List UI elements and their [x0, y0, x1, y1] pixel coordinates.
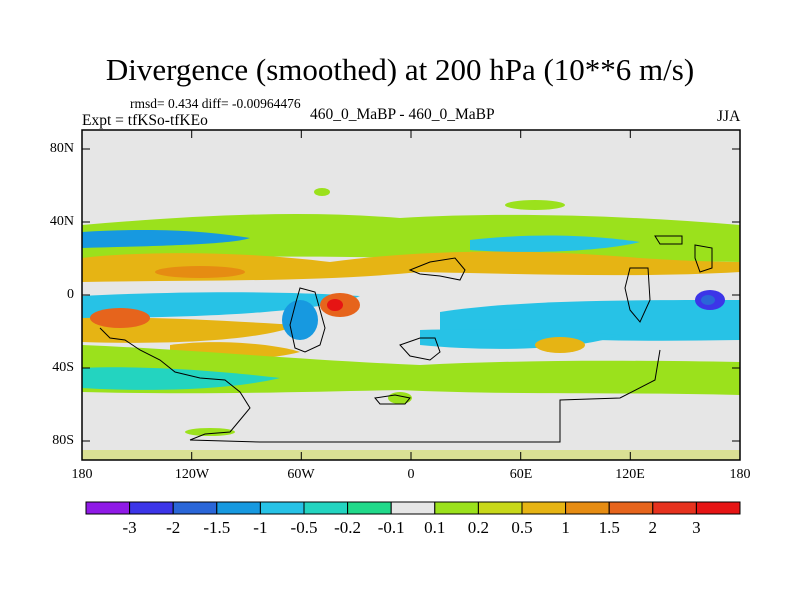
difference-label: 460_0_MaBP - 460_0_MaBP [310, 106, 495, 123]
colorbar-label: -1 [253, 518, 268, 537]
cell-orange-south-east [535, 337, 585, 353]
lat-label-40s: 40S [52, 360, 74, 375]
lat-label-eq: 0 [67, 287, 74, 302]
colorbar-box [434, 501, 479, 515]
coastline-asia-west [408, 257, 466, 281]
coastline-pacific-island [694, 244, 713, 273]
season-label: JJA [717, 108, 741, 125]
colorbar-label: 0.1 [424, 518, 446, 537]
colorbar-label: -0.1 [377, 518, 405, 537]
colorbar [85, 501, 741, 515]
lon-label-120e: 120E [615, 467, 645, 482]
stats-label: rmsd= 0.434 diff= -0.00964476 [130, 96, 301, 111]
colorbar-box [85, 501, 131, 515]
colorbar-box [347, 501, 392, 515]
colorbar-box [565, 501, 610, 515]
lon-ticks [191, 130, 631, 460]
coastline-australia [399, 337, 441, 361]
coastline-south-island [374, 394, 411, 405]
band-north-blue [82, 230, 250, 248]
cell-blue-center [282, 300, 318, 340]
coastline-indonesia [624, 267, 651, 323]
colorbar-box [172, 501, 218, 515]
coastline-north-asia [654, 235, 683, 245]
experiment-label: Expt = tfKSo-tfKEo [82, 112, 208, 129]
colorbar-label: 1 [561, 518, 570, 537]
lat-label-40n: 40N [49, 214, 74, 229]
coastline-south-america [99, 327, 251, 441]
coastlines [99, 235, 713, 443]
cell-blue-east-core [701, 295, 715, 305]
colorbar-label: -0.2 [334, 518, 362, 537]
colorbar-box [608, 501, 654, 515]
colorbar-label: -2 [166, 518, 181, 537]
colorbar-label: 3 [692, 518, 701, 537]
colorbar-box [259, 501, 305, 515]
plot-title: Divergence (smoothed) at 200 hPa (10**6 … [105, 52, 695, 87]
coastline-africa [289, 287, 326, 353]
colorbar-box [652, 501, 697, 515]
cell-green-north [314, 188, 330, 196]
colorbar-box [390, 501, 436, 515]
cell-green-south-2 [185, 428, 235, 436]
divergence-field [82, 130, 740, 460]
lon-label-120w: 120W [174, 467, 210, 482]
colorbar-label: -1.5 [203, 518, 231, 537]
colorbar-label: -0.5 [290, 518, 318, 537]
colorbar-box [129, 501, 174, 515]
colorbar-label: 2 [648, 518, 658, 537]
colorbar-box [216, 501, 261, 515]
lon-label-60e: 60E [509, 467, 533, 482]
lon-label-60w: 60W [287, 467, 315, 482]
lat-label-80s: 80S [52, 433, 74, 448]
equator-blue [82, 292, 360, 318]
colorbar-box [477, 501, 523, 515]
lon-label-180e: 180 [729, 467, 751, 482]
colorbar-label: 0.5 [511, 518, 533, 537]
band-north-orange [82, 251, 740, 282]
coastline-antarctica [189, 349, 661, 443]
lat-ticks [82, 148, 740, 442]
lat-label-80n: 80N [49, 141, 74, 156]
colorbar-label: 1.5 [598, 518, 620, 537]
cell-red-west [90, 308, 150, 328]
colorbar-box [303, 501, 349, 515]
lon-label-0: 0 [407, 467, 415, 482]
colorbar-box [521, 501, 567, 515]
lon-label-180w: 180 [71, 467, 93, 482]
cell-orange-north [155, 266, 245, 278]
cell-green-north-2 [505, 200, 565, 210]
band-north-blue-2 [470, 235, 640, 252]
colorbar-box [695, 501, 741, 515]
cell-red-core [327, 299, 343, 311]
colorbar-label: -3 [122, 518, 137, 537]
colorbar-label: 0.2 [467, 518, 490, 537]
